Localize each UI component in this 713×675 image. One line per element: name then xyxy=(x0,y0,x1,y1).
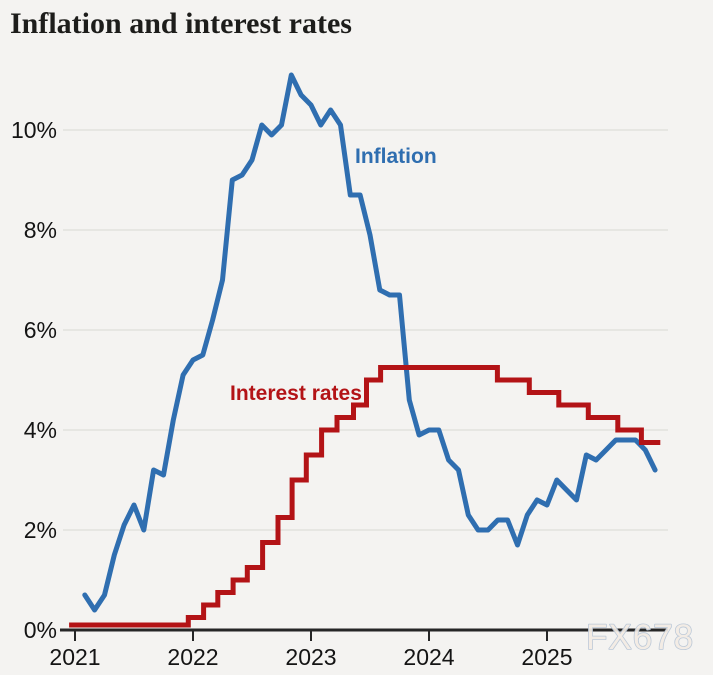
watermark-fx678: FX678 xyxy=(586,618,694,657)
y-axis-tick-label: 2% xyxy=(24,517,57,543)
x-axis-tick-label: 2021 xyxy=(49,644,100,670)
y-axis-tick-label: 10% xyxy=(11,117,57,143)
chart-title: Inflation and interest rates xyxy=(10,7,352,40)
interest-rates-line xyxy=(69,365,661,628)
inflation-series-label: Inflation xyxy=(355,145,437,168)
x-axis-labels: 2021 2022 2023 2024 2025 xyxy=(49,644,572,670)
y-axis-tick-label: 4% xyxy=(24,417,57,443)
x-axis-tick-label: 2025 xyxy=(521,644,572,670)
series-lines xyxy=(69,72,661,628)
x-axis-ticks xyxy=(74,631,548,641)
y-axis-labels: 0% 2% 4% 6% 8% 10% xyxy=(11,117,57,643)
y-axis-tick-label: 6% xyxy=(24,317,57,343)
x-axis-tick-label: 2024 xyxy=(403,644,454,670)
y-axis-tick-label: 8% xyxy=(24,217,57,243)
gridlines xyxy=(63,129,668,531)
x-axis-tick-label: 2022 xyxy=(167,644,218,670)
inflation-line xyxy=(82,72,658,613)
interest-rates-series-label: Interest rates xyxy=(230,382,362,405)
x-axis-tick-label: 2023 xyxy=(285,644,336,670)
y-axis-tick-label: 0% xyxy=(24,617,57,643)
